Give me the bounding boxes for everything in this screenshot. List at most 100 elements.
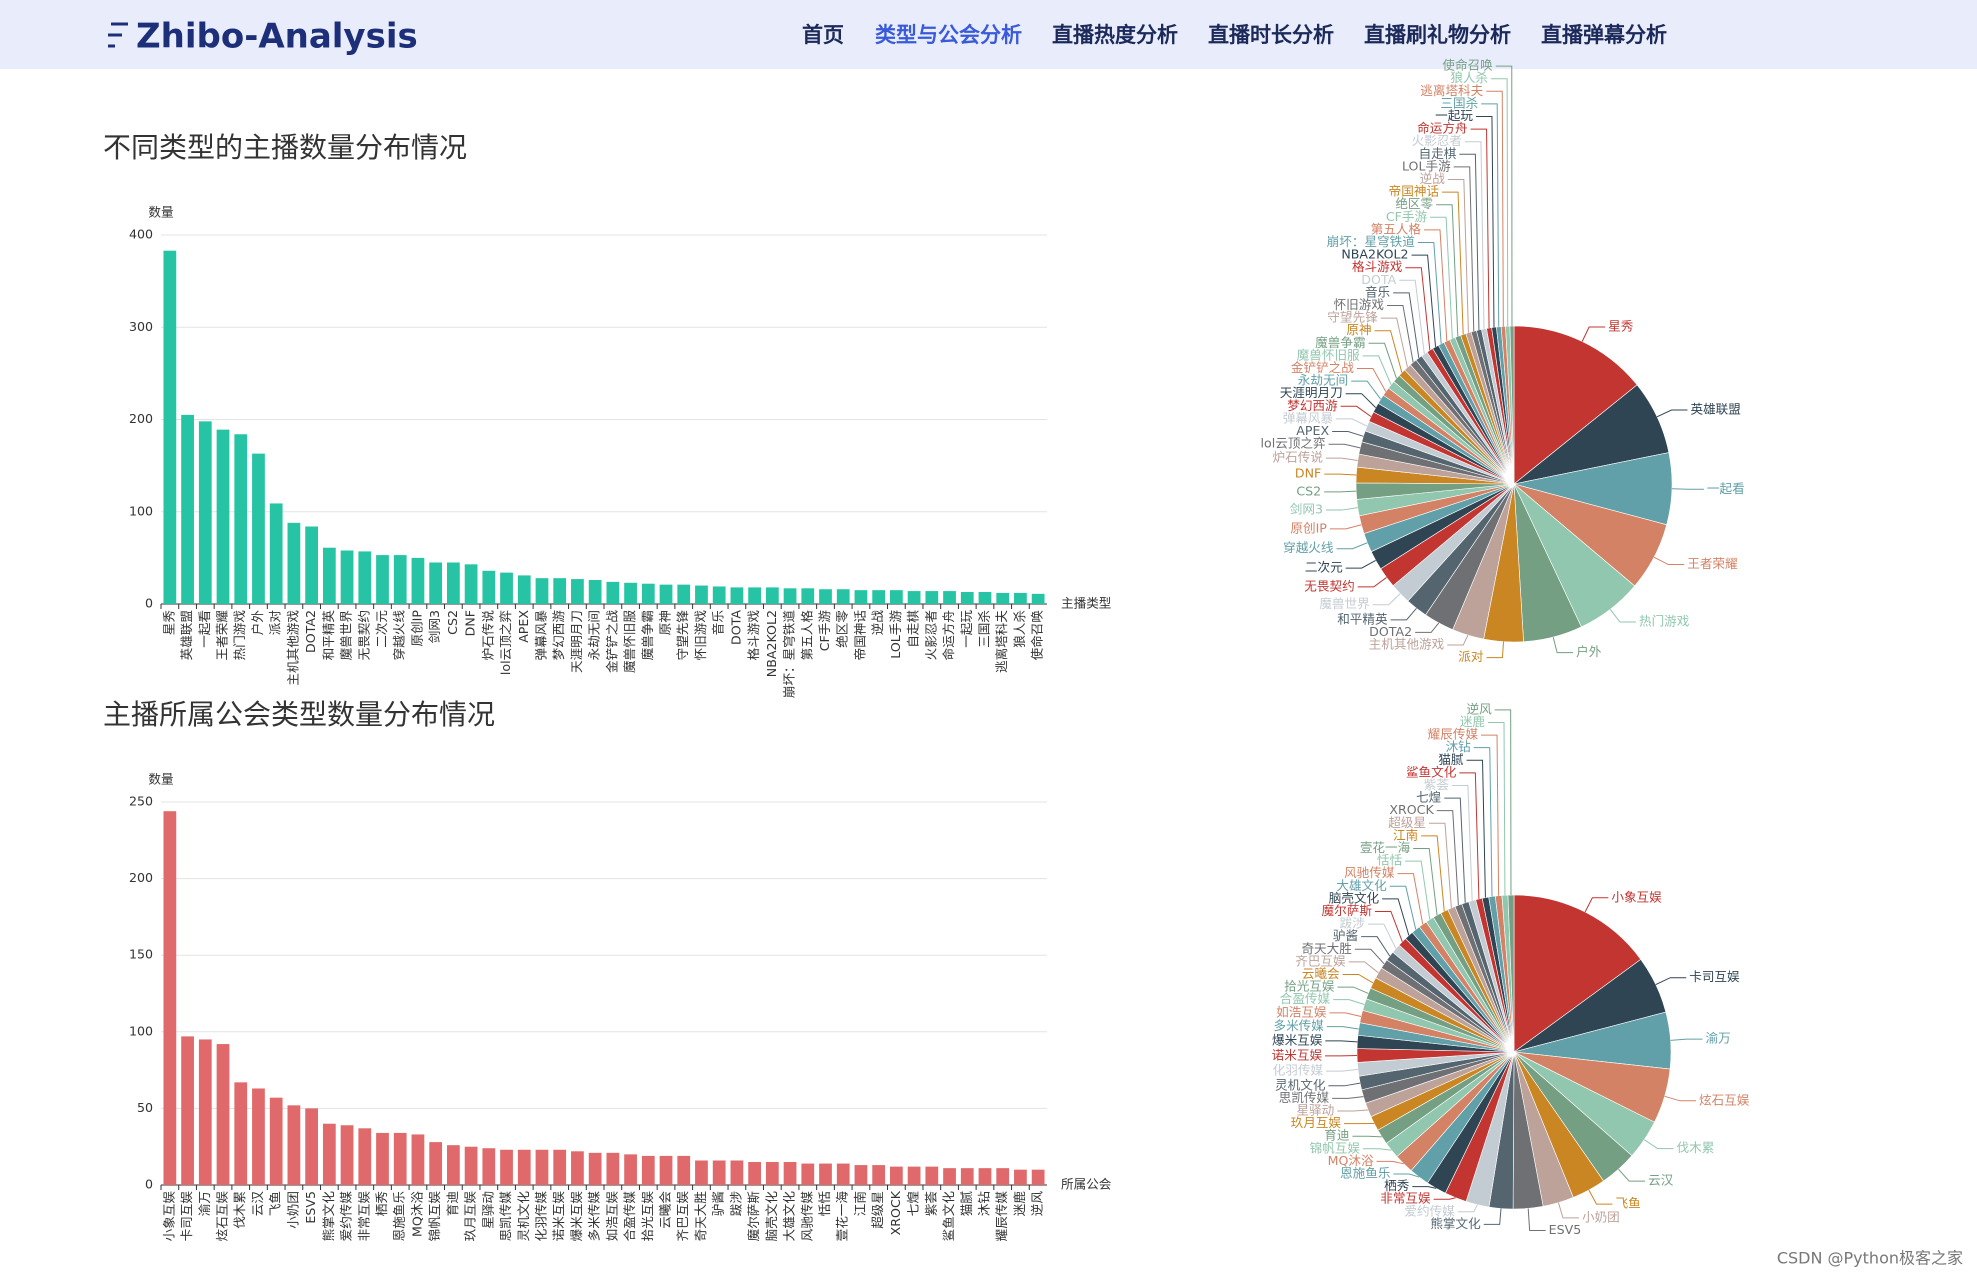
pie-label: DNF bbox=[1295, 466, 1321, 481]
x-tick-label: 多米传媒 bbox=[587, 1191, 602, 1242]
label-line bbox=[1430, 216, 1453, 339]
bar bbox=[287, 1105, 301, 1185]
x-tick-label: 恬恬 bbox=[817, 1191, 832, 1217]
bar bbox=[393, 555, 407, 604]
bar bbox=[234, 434, 248, 604]
pie-label: 热门游戏 bbox=[1639, 614, 1690, 629]
x-tick-label: 原创IP bbox=[409, 610, 424, 647]
label-line bbox=[1340, 405, 1372, 418]
x-tick-label: MQ沐浴 bbox=[409, 1191, 424, 1237]
x-tick-label: 壹花一海 bbox=[835, 1191, 850, 1242]
bar bbox=[376, 555, 389, 604]
label-line bbox=[1354, 948, 1385, 965]
y-tick-label: 0 bbox=[145, 1177, 153, 1192]
bar bbox=[1014, 1169, 1027, 1185]
label-line bbox=[1459, 772, 1480, 899]
x-tick-label: 超级星 bbox=[870, 1191, 885, 1229]
pie-label: 第五人格 bbox=[1371, 221, 1422, 236]
pie-label: 紫荟 bbox=[1424, 777, 1450, 792]
bar bbox=[943, 1168, 956, 1185]
bar bbox=[517, 575, 531, 604]
pie-label: 渝万 bbox=[1706, 1031, 1731, 1046]
nav-item[interactable]: 首页 bbox=[802, 23, 844, 47]
x-tick-label: 三国杀 bbox=[976, 610, 991, 648]
bar bbox=[571, 1151, 584, 1185]
x-tick-label: LOL手游 bbox=[888, 610, 903, 659]
label-line bbox=[1374, 910, 1403, 942]
x-tick-label: 自走棋 bbox=[906, 610, 921, 648]
pie-label: 王者荣耀 bbox=[1687, 556, 1738, 571]
label-line bbox=[1557, 1202, 1579, 1219]
x-tick-label: CS2 bbox=[445, 610, 460, 635]
x-tick-label: 小奶团 bbox=[285, 1191, 300, 1229]
label-line bbox=[1325, 1040, 1358, 1043]
x-tick-label: APEX bbox=[516, 610, 531, 643]
label-line bbox=[1423, 229, 1448, 342]
pie-label: NBA2KOL2 bbox=[1341, 247, 1408, 262]
bar bbox=[854, 1165, 868, 1185]
pie-label: 金铲铲之战 bbox=[1291, 360, 1354, 375]
bar bbox=[854, 590, 868, 604]
x-tick-label: 熊掌文化 bbox=[321, 1191, 336, 1242]
bar bbox=[269, 1097, 283, 1185]
nav-item[interactable]: 直播弹幕分析 bbox=[1541, 23, 1667, 47]
pie-label: 原神 bbox=[1346, 322, 1371, 337]
pie-label: 云汉 bbox=[1648, 1173, 1674, 1188]
bar bbox=[712, 586, 726, 604]
bar bbox=[358, 1128, 372, 1185]
bar bbox=[517, 1149, 531, 1185]
bar bbox=[765, 1162, 779, 1185]
bar bbox=[393, 1132, 407, 1185]
nav-item[interactable]: 类型与公会分析 bbox=[875, 23, 1022, 47]
pie-label: 无畏契约 bbox=[1304, 578, 1354, 593]
nav-item[interactable]: 直播刷礼物分析 bbox=[1364, 23, 1511, 47]
x-tick-label: 爱约传媒 bbox=[339, 1191, 354, 1242]
x-tick-label: 王者荣耀 bbox=[215, 610, 230, 661]
bar bbox=[287, 522, 301, 604]
x-tick-label: lol云顶之弈 bbox=[498, 610, 513, 675]
bar bbox=[783, 588, 797, 604]
pie-label: 爆米互娱 bbox=[1272, 1032, 1323, 1047]
label-line bbox=[1433, 1197, 1456, 1200]
bar bbox=[641, 583, 655, 604]
x-tick-label: 格斗游戏 bbox=[746, 610, 761, 661]
pie-label: 江南 bbox=[1393, 827, 1418, 842]
label-line bbox=[1495, 65, 1513, 327]
label-line bbox=[1324, 490, 1357, 493]
pie-label: 爱约传媒 bbox=[1404, 1203, 1455, 1218]
label-line bbox=[1653, 556, 1685, 566]
logo-icon bbox=[108, 22, 128, 48]
pie-label: 主机其他游戏 bbox=[1369, 637, 1445, 652]
brand[interactable]: Zhibo-Analysis bbox=[136, 17, 418, 57]
pie-label: 育迪 bbox=[1324, 1128, 1350, 1143]
x-tick-label: 火影忍者 bbox=[923, 610, 938, 660]
nav-item[interactable]: 直播时长分析 bbox=[1208, 23, 1334, 47]
label-line bbox=[1337, 986, 1369, 994]
pie-label: 命运方舟 bbox=[1417, 121, 1467, 136]
label-line bbox=[1362, 1148, 1392, 1151]
label-line bbox=[1393, 1173, 1420, 1178]
label-line bbox=[1405, 860, 1431, 920]
bar bbox=[464, 564, 478, 604]
pie-label: 迷鹿 bbox=[1460, 714, 1486, 729]
nav-item[interactable]: 直播热度分析 bbox=[1052, 23, 1178, 47]
y-tick-label: 250 bbox=[129, 794, 153, 809]
bar bbox=[163, 250, 177, 604]
pie-label: 熊掌文化 bbox=[1430, 1216, 1481, 1231]
pie-label: 梦幻西游 bbox=[1287, 398, 1338, 413]
x-tick-label: 拾光互娱 bbox=[640, 1191, 655, 1242]
pie-label: 星秀 bbox=[1608, 319, 1634, 334]
x-tick-label: 奇天大胜 bbox=[693, 1191, 708, 1242]
label-line bbox=[1494, 709, 1512, 896]
pie-label: CF手游 bbox=[1386, 209, 1428, 224]
pie-label: DOTA bbox=[1361, 272, 1396, 287]
label-line bbox=[1332, 431, 1364, 437]
pie-label: MQ沐浴 bbox=[1328, 1153, 1374, 1168]
bar bbox=[358, 551, 372, 604]
bar bbox=[535, 578, 549, 604]
bar bbox=[624, 1154, 637, 1185]
label-line bbox=[1643, 1139, 1674, 1150]
pie-label: 剑网3 bbox=[1290, 502, 1323, 517]
bar bbox=[464, 1146, 478, 1185]
x-tick-label: 灵机文化 bbox=[516, 1191, 531, 1242]
